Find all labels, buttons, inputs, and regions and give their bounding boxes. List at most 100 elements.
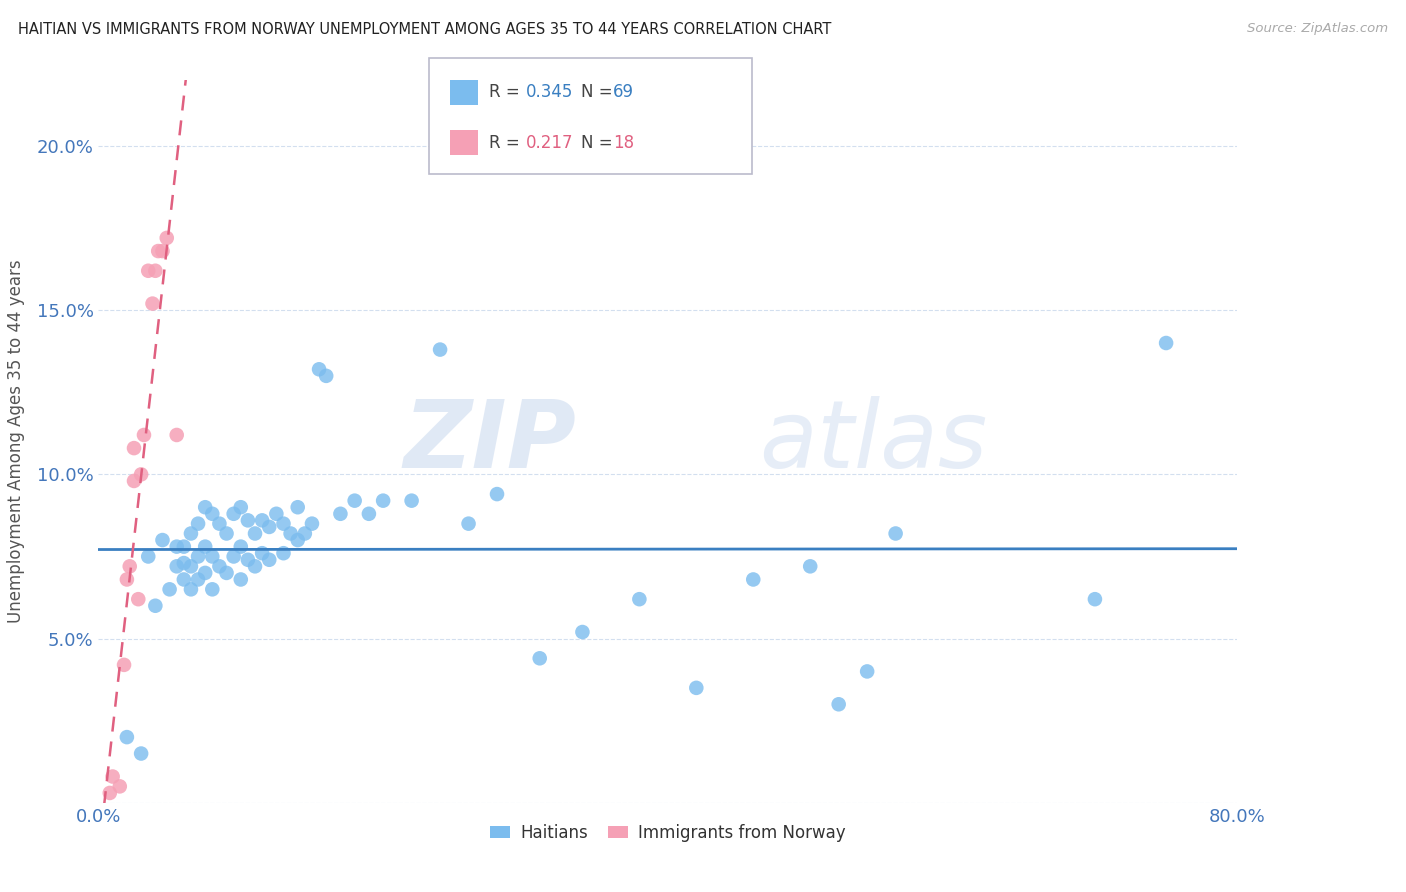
Point [685, 681, 707, 695]
Point [229, 500, 252, 515]
Point [145, 264, 167, 278]
Point [287, 533, 309, 547]
Point [132, 428, 155, 442]
Point [166, 559, 188, 574]
Point [215, 566, 238, 580]
Point [141, 296, 163, 310]
Point [136, 264, 159, 278]
Point [156, 231, 179, 245]
Point [152, 533, 174, 547]
Point [373, 493, 395, 508]
Legend: Haitians, Immigrants from Norway: Haitians, Immigrants from Norway [484, 817, 852, 848]
Point [273, 546, 295, 560]
Point [343, 493, 366, 508]
Point [148, 244, 170, 258]
Point [159, 582, 181, 597]
Point [1154, 336, 1177, 351]
Point [173, 540, 195, 554]
Point [529, 651, 551, 665]
Point [108, 780, 131, 794]
Point [208, 559, 231, 574]
Point [136, 549, 159, 564]
Point [236, 513, 259, 527]
Point [266, 507, 288, 521]
Point [287, 500, 309, 515]
Point [250, 546, 273, 560]
Point [215, 526, 238, 541]
Point [401, 493, 423, 508]
Point [173, 573, 195, 587]
Point [329, 507, 352, 521]
Text: ZIP: ZIP [404, 395, 576, 488]
Point [98, 786, 121, 800]
Text: 0.345: 0.345 [526, 84, 574, 102]
Point [856, 665, 879, 679]
Point [301, 516, 323, 531]
Point [129, 747, 152, 761]
Point [194, 540, 217, 554]
Point [222, 549, 245, 564]
Point [127, 592, 149, 607]
Point [180, 526, 202, 541]
Text: 18: 18 [613, 134, 634, 152]
Text: R =: R = [489, 84, 526, 102]
Point [180, 559, 202, 574]
Point [187, 573, 209, 587]
Text: R =: R = [489, 134, 526, 152]
Point [201, 549, 224, 564]
Point [129, 467, 152, 482]
Text: Source: ZipAtlas.com: Source: ZipAtlas.com [1247, 22, 1388, 36]
Point [1084, 592, 1107, 607]
Text: N =: N = [581, 134, 617, 152]
Point [429, 343, 451, 357]
Point [250, 513, 273, 527]
Point [308, 362, 330, 376]
Point [201, 507, 224, 521]
Point [273, 516, 295, 531]
Y-axis label: Unemployment Among Ages 35 to 44 years: Unemployment Among Ages 35 to 44 years [7, 260, 25, 624]
Text: 69: 69 [613, 84, 634, 102]
Text: 0.217: 0.217 [526, 134, 574, 152]
Point [294, 526, 316, 541]
Point [115, 573, 138, 587]
Point [457, 516, 479, 531]
Point [208, 516, 231, 531]
Point [259, 520, 281, 534]
Point [187, 549, 209, 564]
Point [201, 582, 224, 597]
Point [180, 582, 202, 597]
Point [166, 428, 188, 442]
Point [101, 770, 124, 784]
Point [166, 540, 188, 554]
Point [229, 540, 252, 554]
Point [194, 500, 217, 515]
Point [112, 657, 135, 672]
Point [122, 474, 145, 488]
Point [243, 526, 266, 541]
Point [280, 526, 302, 541]
Text: N =: N = [581, 84, 617, 102]
Point [884, 526, 907, 541]
Point [243, 559, 266, 574]
Point [194, 566, 217, 580]
Point [742, 573, 765, 587]
Point [357, 507, 380, 521]
Point [118, 559, 141, 574]
Point [315, 368, 337, 383]
Point [173, 556, 195, 570]
Point [145, 599, 167, 613]
Point [122, 441, 145, 455]
Point [828, 698, 851, 712]
Point [799, 559, 821, 574]
Point [628, 592, 651, 607]
Point [259, 553, 281, 567]
Point [236, 553, 259, 567]
Point [222, 507, 245, 521]
Point [486, 487, 509, 501]
Point [152, 244, 174, 258]
Text: atlas: atlas [759, 396, 987, 487]
Point [115, 730, 138, 744]
Point [187, 516, 209, 531]
Point [229, 573, 252, 587]
Point [571, 625, 593, 640]
